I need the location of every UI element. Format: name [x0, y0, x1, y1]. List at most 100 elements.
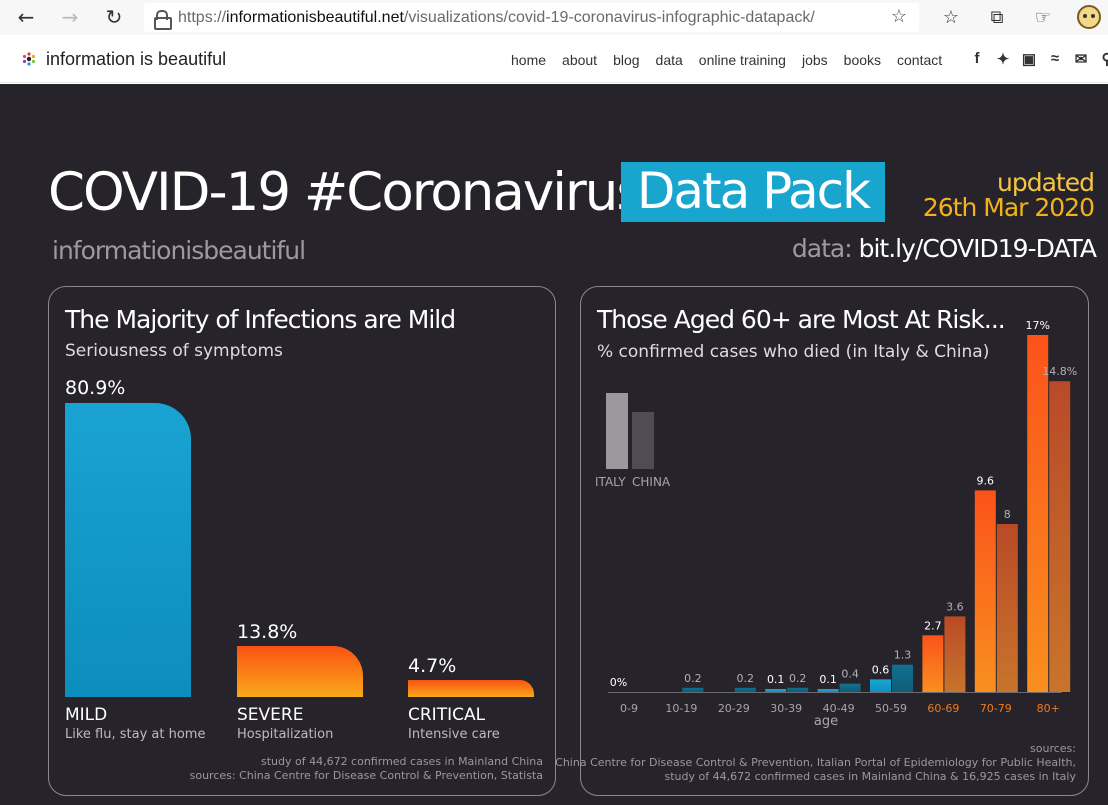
x-tick-label-80+: 80+ — [1037, 702, 1060, 715]
twitter-icon[interactable]: ✦ — [996, 51, 1010, 68]
value-label-china-50-59: 1.3 — [894, 649, 912, 662]
facebook-icon[interactable]: f — [974, 50, 980, 67]
bar-china-70-79 — [996, 524, 1018, 692]
mild-label: MILD — [65, 705, 108, 725]
search-icon[interactable]: ⚲ — [1101, 51, 1108, 68]
value-label-italy-40-49: 0.1 — [819, 673, 837, 686]
bar-italy-80+ — [1027, 335, 1049, 692]
profile-avatar-icon[interactable] — [1076, 4, 1102, 30]
legend-china-label: CHINA — [632, 475, 671, 489]
mild-bar — [65, 403, 191, 697]
nav-online-training[interactable]: online training — [698, 52, 786, 68]
logo-icon[interactable] — [22, 52, 36, 66]
data-source: data: bit.ly/COVID19-DATA — [791, 234, 1097, 263]
infographic-title: COVID-19 #Coronavirus — [48, 162, 644, 223]
severity-footnote-sources: sources: China Centre for Disease Contro… — [189, 769, 543, 782]
severe-label: SEVERE — [237, 705, 304, 725]
legend-italy-swatch — [606, 393, 628, 469]
bar-china-60-69 — [944, 616, 966, 692]
rss-icon[interactable]: ≈ — [1050, 50, 1060, 67]
forward-icon[interactable]: → — [61, 5, 79, 29]
legend-italy-label: ITALY — [595, 475, 626, 489]
value-label-italy-60-69: 2.7 — [924, 619, 942, 632]
age-risk-chart: 0% 0.2 0.2 0.1 0.2 0.1 0.4 0.6 1.3 2.7 3.6 9.6 8 17% 1… — [608, 319, 1077, 729]
severity-footnote-study: study of 44,672 confirmed cases in Mainl… — [260, 755, 543, 768]
site-header: information is beautiful home about blog… — [0, 35, 1108, 83]
favorites-list-icon[interactable]: ☆ — [942, 6, 960, 28]
legend-china-swatch — [632, 412, 654, 469]
age-risk-footnote-study: study of 44,672 confirmed cases in Mainl… — [664, 770, 1077, 783]
url-domain: informationisbeautiful.net — [226, 8, 404, 26]
nav-blog[interactable]: blog — [613, 52, 640, 68]
value-label-china-70-79: 8 — [1004, 508, 1011, 521]
severity-subtitle: Seriousness of symptoms — [65, 341, 283, 361]
mild-sublabel: Like flu, stay at home — [65, 727, 206, 742]
url-path: /visualizations/covid-19-coronavirus-inf… — [403, 8, 815, 26]
critical-sublabel: Intensive care — [408, 727, 500, 742]
severity-panel: The Majority of Infections are Mild Seri… — [48, 286, 556, 796]
mild-value: 80.9% — [65, 377, 126, 399]
nav-jobs[interactable]: jobs — [801, 52, 828, 68]
bar-china-30-39 — [787, 687, 809, 692]
bar-italy-50-59 — [870, 679, 891, 692]
x-tick-label-0-9: 0-9 — [620, 702, 638, 715]
value-label-italy-50-59: 0.6 — [872, 663, 890, 676]
age-risk-title: Those Aged 60+ are Most At Risk... — [597, 305, 1006, 334]
address-bar[interactable]: https://informationisbeautiful.net/visua… — [144, 3, 919, 32]
site-logo-text[interactable]: information is beautiful — [46, 49, 227, 69]
nav-contact[interactable]: contact — [897, 52, 943, 68]
age-risk-subtitle: % confirmed cases who died (in Italy & C… — [597, 342, 990, 362]
refresh-icon[interactable]: ↻ — [105, 5, 123, 29]
instagram-icon[interactable]: ▣ — [1021, 51, 1037, 68]
value-label-china-20-29: 0.2 — [737, 672, 755, 685]
severe-sublabel: Hospitalization — [237, 727, 334, 742]
value-label-china-60-69: 3.6 — [946, 600, 964, 613]
bar-china-80+ — [1049, 381, 1071, 692]
age-risk-footnote-sources: China Centre for Disease Control & Preve… — [555, 756, 1076, 769]
critical-bar — [408, 680, 534, 697]
bar-china-20-29 — [734, 687, 756, 692]
nav-data[interactable]: data — [655, 52, 683, 68]
collections-icon[interactable]: ⧉ — [990, 6, 1004, 28]
bar-italy-70-79 — [974, 490, 996, 692]
url-scheme: https:// — [178, 8, 227, 26]
severity-title: The Majority of Infections are Mild — [65, 305, 456, 334]
social-icons: f ✦ ▣ ≈ ✉ ⚲ — [968, 50, 1108, 68]
back-icon[interactable]: ← — [17, 5, 35, 29]
critical-label: CRITICAL — [408, 705, 486, 725]
email-icon[interactable]: ✉ — [1074, 51, 1088, 68]
bar-china-10-19 — [682, 687, 704, 692]
bar-italy-30-39 — [765, 689, 787, 692]
severe-bar — [237, 646, 363, 697]
nav-books[interactable]: books — [843, 52, 882, 68]
data-source-link[interactable]: bit.ly/COVID19-DATA — [858, 234, 1097, 263]
bar-china-40-49 — [839, 683, 861, 692]
value-label-italy-80+: 17% — [1025, 319, 1049, 332]
x-tick-label-20-29: 20-29 — [718, 702, 750, 715]
critical-value: 4.7% — [408, 655, 457, 677]
x-tick-label-60-69: 60-69 — [927, 702, 959, 715]
value-label-italy-0-9: 0% — [610, 676, 627, 689]
bar-italy-40-49 — [817, 689, 839, 692]
updated-date: updated 26th Mar 2020 — [922, 168, 1095, 222]
value-label-china-80+: 14.8% — [1042, 365, 1077, 378]
data-pack-highlight: Data Pack — [621, 162, 885, 222]
value-label-italy-30-39: 0.1 — [767, 673, 785, 686]
value-label-china-10-19: 0.2 — [684, 672, 702, 685]
favorite-star-icon[interactable]: ☆ — [890, 6, 907, 26]
site-nav: home about blog data online training job… — [511, 52, 942, 68]
age-risk-panel: Those Aged 60+ are Most At Risk... % con… — [555, 286, 1089, 796]
updated-value: 26th Mar 2020 — [922, 193, 1095, 222]
data-source-label: data: — [791, 234, 853, 263]
bar-italy-60-69 — [922, 635, 944, 692]
severe-value: 13.8% — [237, 621, 298, 643]
x-axis-label: age — [814, 714, 838, 729]
browser-toolbar: ← → ↻ https://informationisbeautiful.net… — [0, 0, 1108, 35]
nav-home[interactable]: home — [511, 52, 547, 68]
share-icon[interactable]: ☞ — [1034, 6, 1052, 28]
nav-about[interactable]: about — [562, 52, 598, 68]
value-label-italy-70-79: 9.6 — [977, 474, 995, 487]
updated-label: updated — [997, 168, 1095, 197]
value-label-china-40-49: 0.4 — [841, 668, 859, 681]
brand-name: informationisbeautiful — [52, 236, 306, 265]
